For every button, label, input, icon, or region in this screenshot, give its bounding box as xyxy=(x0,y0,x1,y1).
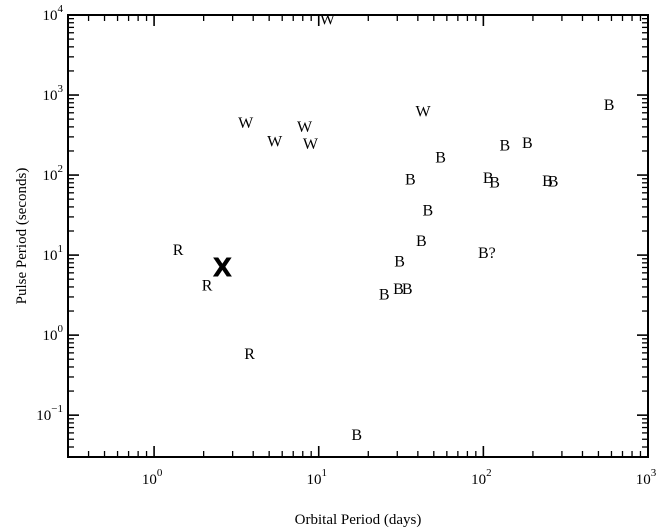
data-point-r: R xyxy=(202,277,213,294)
tick-labels: 100 101 102 103 10−1 100 101 102 103 104 xyxy=(36,3,656,488)
data-point-b: B xyxy=(393,281,404,298)
y-tick-label: 103 xyxy=(43,83,64,104)
data-point-w: W xyxy=(238,115,254,132)
data-point-b: B xyxy=(604,97,615,114)
y-axis-label: Pulse Period (seconds) xyxy=(14,168,30,305)
data-point-b: B xyxy=(522,135,533,152)
data-point-b: B xyxy=(489,175,500,192)
y-tick-label: 100 xyxy=(43,323,64,344)
axis-ticks xyxy=(67,14,649,458)
data-point-b: B xyxy=(435,150,446,167)
data-point-w: W xyxy=(320,12,336,29)
data-point-r: R xyxy=(244,346,255,363)
data-point-b: B xyxy=(394,254,405,271)
x-tick-label: 102 xyxy=(471,467,492,488)
data-point-b: B xyxy=(402,281,413,298)
data-point-w: W xyxy=(415,104,431,121)
x-tick-label: 103 xyxy=(636,467,657,488)
y-tick-label: 101 xyxy=(43,243,64,264)
data-point-w: W xyxy=(267,134,283,151)
data-point-b: B xyxy=(483,170,494,187)
data-point-b: B xyxy=(423,203,434,220)
y-tick-label: 102 xyxy=(43,163,64,184)
highlight-point-x: X xyxy=(212,253,232,283)
plot-frame xyxy=(67,14,649,458)
data-point-b: B xyxy=(542,173,553,190)
x-tick-label: 100 xyxy=(142,467,163,488)
x-axis-label: Orbital Period (days) xyxy=(295,512,422,528)
data-point-b: B xyxy=(548,174,559,191)
data-point-b: B xyxy=(379,287,390,304)
data-point-b: B xyxy=(499,138,510,155)
data-point-b: B xyxy=(351,427,362,444)
data-point-b: B xyxy=(416,233,427,250)
data-point-bq: B? xyxy=(478,245,496,262)
x-tick-label: 101 xyxy=(306,467,327,488)
y-tick-label: 104 xyxy=(43,3,64,24)
data-point-w: W xyxy=(297,119,313,136)
data-point-w: W xyxy=(303,136,319,153)
y-tick-label: 10−1 xyxy=(36,403,63,424)
data-point-b: B xyxy=(405,172,416,189)
data-point-r: R xyxy=(173,242,184,259)
